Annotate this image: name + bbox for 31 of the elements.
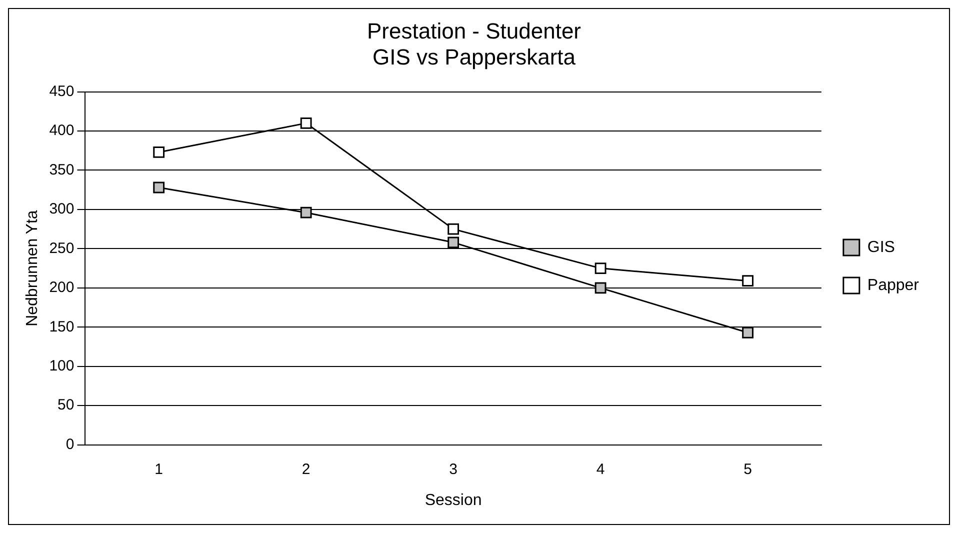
point [594, 282, 606, 294]
point [300, 206, 312, 218]
point [594, 262, 606, 274]
chart-title: Prestation - Studenter [366, 18, 582, 44]
legend-label: Papper [867, 276, 920, 294]
x-tick-label: 1 [154, 460, 164, 478]
y-tick-label: 400 [49, 122, 74, 140]
y-tick-label: 150 [49, 318, 74, 336]
x-tick-label: 3 [449, 460, 458, 478]
y-tick-label: 350 [49, 161, 74, 178]
y-tick-label: 100 [49, 357, 74, 374]
y-tick-label: 250 [49, 240, 74, 257]
y-tick-label: 0 [66, 436, 74, 453]
point [448, 236, 460, 248]
x-tick-label: 2 [302, 460, 310, 478]
x-tick-label: 4 [596, 460, 605, 478]
legend-label: GIS [867, 238, 895, 256]
y-axis-title: Nedbrunnen Yta [24, 210, 42, 326]
point [742, 326, 754, 338]
y-tick-label: 300 [49, 200, 74, 218]
point [742, 275, 754, 287]
y-tick-label: 200 [49, 279, 74, 296]
point [300, 117, 312, 129]
point [153, 146, 165, 158]
x-axis-title: Session [424, 492, 482, 509]
x-tick-label: 5 [744, 460, 752, 478]
point [153, 182, 165, 194]
y-tick-label: 50 [58, 396, 74, 414]
y-tick-label: 450 [49, 82, 74, 100]
point [448, 223, 460, 235]
chart-subtitle: GIS vs Papperskarta [372, 44, 576, 70]
